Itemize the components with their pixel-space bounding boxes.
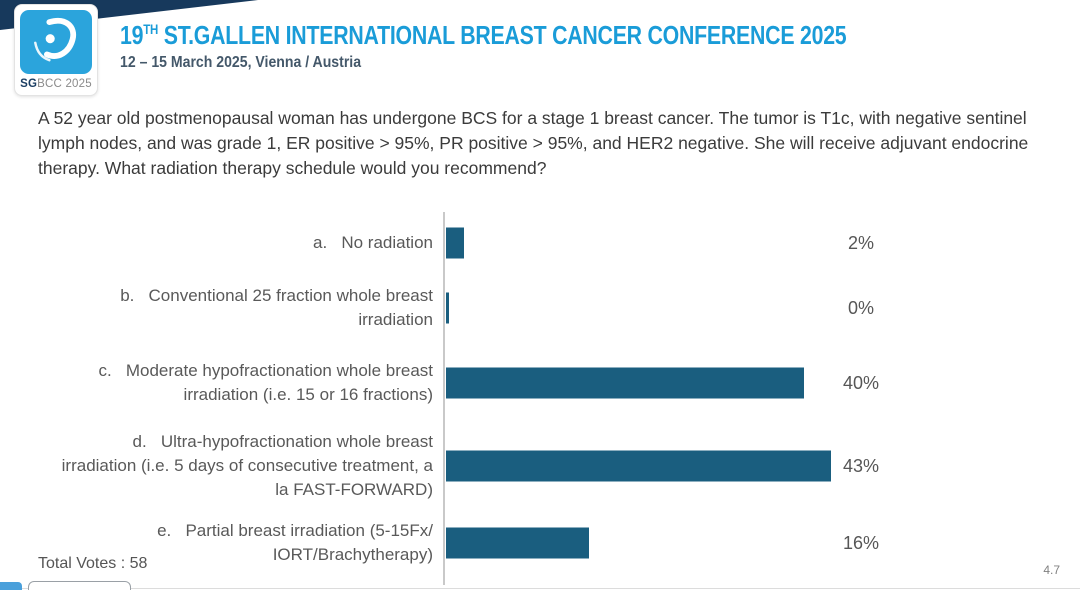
poll-option-label: c. Moderate hypofractionation whole brea… [98,361,433,404]
poll-option-row: a. No radiation 2% [0,212,1080,274]
poll-option-bar [446,527,589,559]
poll-option-row: e. Partial breast irradiation (5-15Fx/ I… [0,508,1080,578]
poll-option-label: b. Conventional 25 fraction whole breast… [120,286,433,329]
title-number: 19 [120,20,144,50]
title-ordinal: TH [143,21,159,37]
poll-option-row: b. Conventional 25 fraction whole breast… [0,274,1080,342]
poll-rows: a. No radiation 2% b. Conventional 25 frac… [0,212,1080,578]
poll-option-row: c. Moderate hypofractionation whole brea… [0,342,1080,424]
total-votes-label: Total Votes : 58 [38,555,148,572]
poll-option-percent: 16% [842,532,880,553]
slide-number: 4.7 [1043,563,1060,577]
poll-option-bar [446,450,831,482]
cutoff-white-button[interactable] [28,581,131,590]
sgbcc-breast-icon [20,10,92,74]
poll-option-bar [446,367,804,399]
title-text: ST.GALLEN INTERNATIONAL BREAST CANCER CO… [158,20,847,50]
poll-bar-chart: a. No radiation 2% b. Conventional 25 frac… [0,212,1080,578]
poll-option-percent: 43% [842,455,880,476]
cutoff-blue-button[interactable] [0,582,22,590]
poll-option-label: a. No radiation [312,233,433,252]
logo-wordmark: SGBCC 2025 [15,78,97,90]
poll-option-label: e. Partial breast irradiation (5-15Fx/ I… [157,521,433,564]
poll-option-percent: 0% [847,297,874,318]
conference-logo: SGBCC 2025 [14,4,98,96]
poll-question-text: A 52 year old postmenopausal woman has u… [38,108,1029,178]
logo-sg: SG [20,78,38,90]
bottom-divider-line [0,588,1080,589]
logo-bcc-year: BCC 2025 [37,78,92,90]
poll-option-percent: 40% [842,372,880,393]
conference-title: 19TH ST.GALLEN INTERNATIONAL BREAST CANC… [120,20,847,51]
poll-option-row: d. Ultra-hypofractionation whole breast … [0,424,1080,508]
poll-option-percent: 2% [847,232,874,253]
poll-option-label: d. Ultra-hypofractionation whole breast … [61,432,433,499]
chart-axis-line [443,212,445,585]
conference-dates: 12 – 15 March 2025, Vienna / Austria [120,54,362,71]
poll-option-bar [446,292,449,324]
poll-option-bar [446,227,464,259]
